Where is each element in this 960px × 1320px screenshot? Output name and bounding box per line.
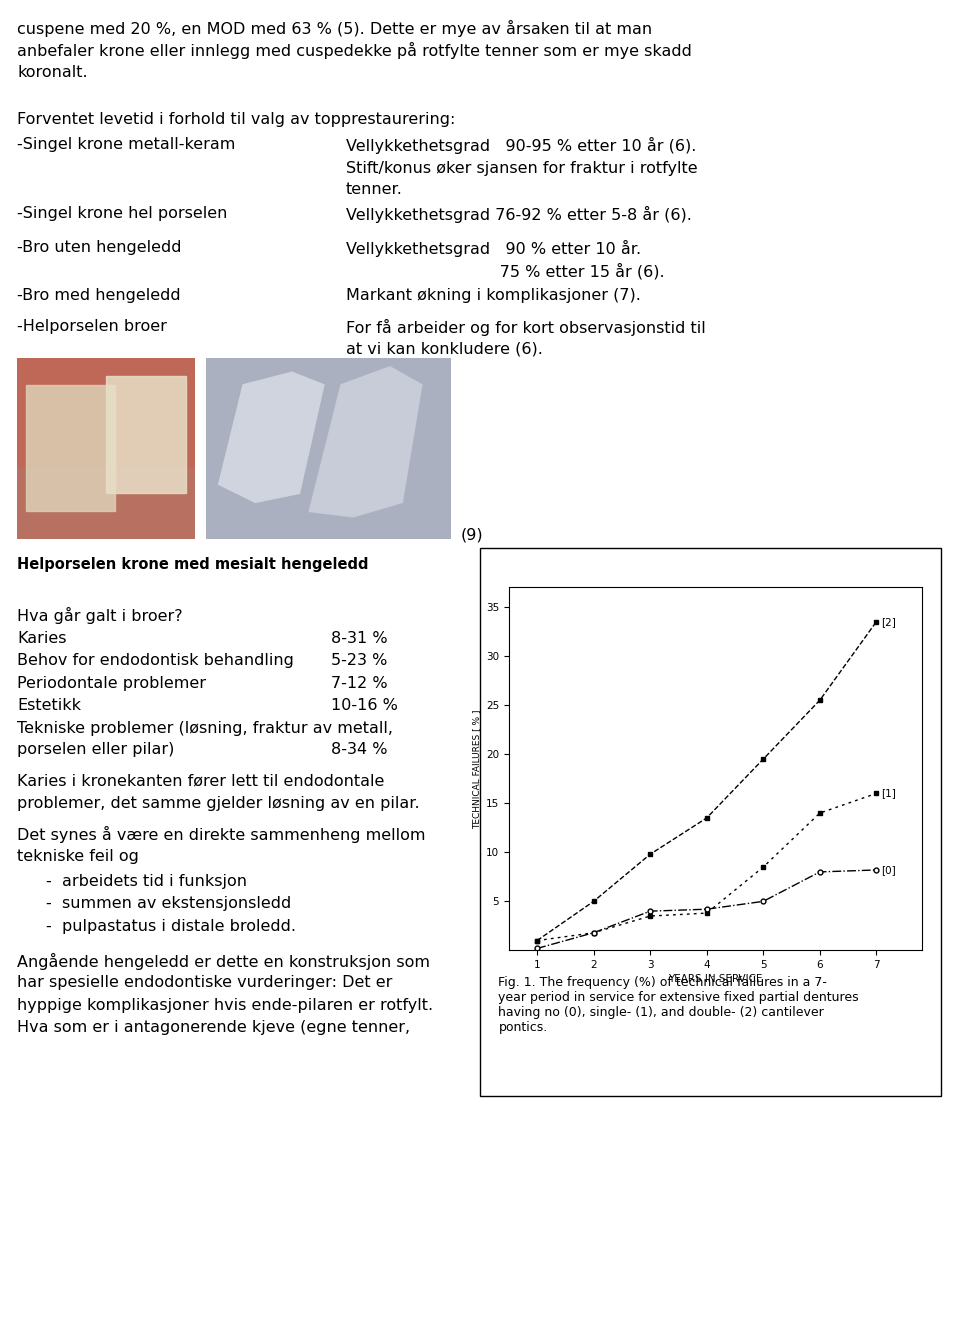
- Text: Vellykkethetsgrad   90 % etter 10 år.: Vellykkethetsgrad 90 % etter 10 år.: [346, 240, 640, 257]
- Text: Karies i kronekanten fører lett til endodontale: Karies i kronekanten fører lett til endo…: [17, 774, 385, 788]
- Text: -Singel krone metall-keram: -Singel krone metall-keram: [17, 137, 235, 152]
- Text: Forventet levetid i forhold til valg av topprestaurering:: Forventet levetid i forhold til valg av …: [17, 112, 456, 127]
- Text: tekniske feil og: tekniske feil og: [17, 849, 139, 863]
- Text: Vellykkethetsgrad   90-95 % etter 10 år (6).: Vellykkethetsgrad 90-95 % etter 10 år (6…: [346, 137, 696, 154]
- Text: Stift/konus øker sjansen for fraktur i rotfylte: Stift/konus øker sjansen for fraktur i r…: [346, 161, 697, 176]
- Text: (9): (9): [461, 528, 484, 543]
- Text: For få arbeider og for kort observasjonstid til: For få arbeider og for kort observasjons…: [346, 319, 706, 337]
- Text: 8-34 %: 8-34 %: [331, 742, 388, 756]
- Text: -  arbeidets tid i funksjon: - arbeidets tid i funksjon: [46, 874, 247, 888]
- Text: Angående hengeledd er dette en konstruksjon som: Angående hengeledd er dette en konstruks…: [17, 953, 430, 970]
- Text: [2]: [2]: [881, 616, 896, 627]
- Y-axis label: TECHNICAL FAILURES [ % ]: TECHNICAL FAILURES [ % ]: [472, 709, 482, 829]
- Text: Markant økning i komplikasjoner (7).: Markant økning i komplikasjoner (7).: [346, 288, 640, 302]
- Text: [0]: [0]: [881, 865, 896, 875]
- Text: Behov for endodontisk behandling: Behov for endodontisk behandling: [17, 653, 294, 668]
- Text: at vi kan konkludere (6).: at vi kan konkludere (6).: [346, 342, 542, 356]
- Text: -  pulpastatus i distale broledd.: - pulpastatus i distale broledd.: [46, 919, 296, 933]
- Text: koronalt.: koronalt.: [17, 65, 88, 79]
- Text: porselen eller pilar): porselen eller pilar): [17, 742, 175, 756]
- Text: Det synes å være en direkte sammenheng mellom: Det synes å være en direkte sammenheng m…: [17, 826, 426, 843]
- X-axis label: YEARS IN SERVICE: YEARS IN SERVICE: [668, 974, 762, 985]
- Text: Periodontale problemer: Periodontale problemer: [17, 676, 206, 690]
- Polygon shape: [17, 358, 195, 466]
- Text: Fig. 1. The frequency (%) of technical failures in a 7-
year period in service f: Fig. 1. The frequency (%) of technical f…: [498, 977, 859, 1034]
- Text: 75 % etter 15 år (6).: 75 % etter 15 år (6).: [346, 263, 664, 280]
- Polygon shape: [106, 376, 186, 494]
- Text: Estetikk: Estetikk: [17, 698, 82, 713]
- Text: tenner.: tenner.: [346, 182, 402, 197]
- Text: [1]: [1]: [881, 788, 896, 799]
- Bar: [480, 548, 941, 1096]
- Text: 10-16 %: 10-16 %: [331, 698, 398, 713]
- Text: Karies: Karies: [17, 631, 67, 645]
- Text: 7-12 %: 7-12 %: [331, 676, 388, 690]
- Text: cuspene med 20 %, en MOD med 63 % (5). Dette er mye av årsaken til at man: cuspene med 20 %, en MOD med 63 % (5). D…: [17, 20, 653, 37]
- Text: problemer, det samme gjelder løsning av en pilar.: problemer, det samme gjelder løsning av …: [17, 796, 420, 810]
- Polygon shape: [309, 367, 421, 517]
- Polygon shape: [206, 358, 451, 539]
- Text: Tekniske problemer (løsning, fraktur av metall,: Tekniske problemer (løsning, fraktur av …: [17, 721, 394, 735]
- Text: -Singel krone hel porselen: -Singel krone hel porselen: [17, 206, 228, 220]
- Text: anbefaler krone eller innlegg med cuspedekke på rotfylte tenner som er mye skadd: anbefaler krone eller innlegg med cusped…: [17, 42, 692, 59]
- Text: har spesielle endodontiske vurderinger: Det er: har spesielle endodontiske vurderinger: …: [17, 975, 393, 990]
- Text: Helporselen krone med mesialt hengeledd: Helporselen krone med mesialt hengeledd: [17, 557, 369, 572]
- Text: hyppige komplikasjoner hvis ende-pilaren er rotfylt.: hyppige komplikasjoner hvis ende-pilaren…: [17, 998, 433, 1012]
- Text: -Bro uten hengeledd: -Bro uten hengeledd: [17, 240, 181, 255]
- Text: -Bro med hengeledd: -Bro med hengeledd: [17, 288, 180, 302]
- Text: 8-31 %: 8-31 %: [331, 631, 388, 645]
- Text: -  summen av ekstensjonsledd: - summen av ekstensjonsledd: [46, 896, 291, 911]
- Text: Hva som er i antagonerende kjeve (egne tenner,: Hva som er i antagonerende kjeve (egne t…: [17, 1020, 411, 1035]
- Polygon shape: [26, 385, 115, 511]
- Text: Vellykkethetsgrad 76-92 % etter 5-8 år (6).: Vellykkethetsgrad 76-92 % etter 5-8 år (…: [346, 206, 691, 223]
- Text: -Helporselen broer: -Helporselen broer: [17, 319, 167, 334]
- Text: 5-23 %: 5-23 %: [331, 653, 388, 668]
- Text: Hva går galt i broer?: Hva går galt i broer?: [17, 607, 183, 624]
- Polygon shape: [219, 372, 324, 503]
